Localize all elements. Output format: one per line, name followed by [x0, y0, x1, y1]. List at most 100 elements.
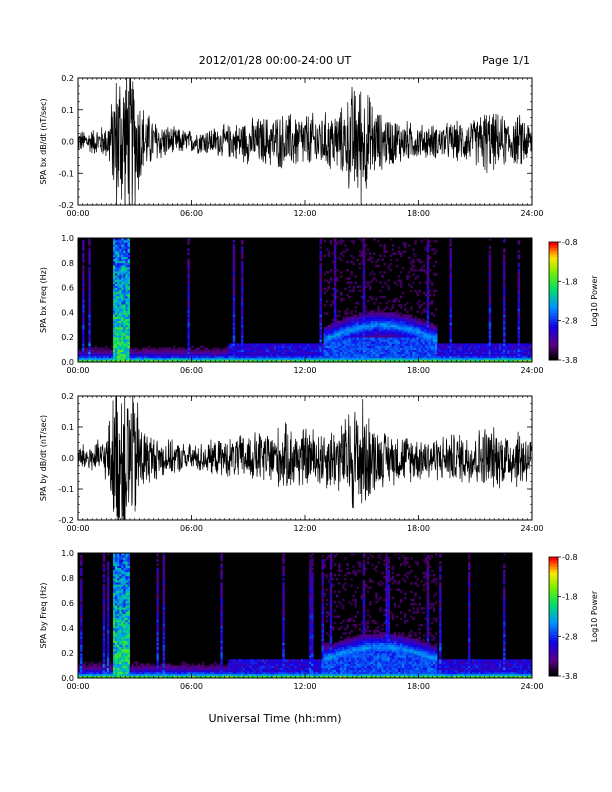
spectrogram-cell [426, 285, 430, 288]
spectrogram-cell [362, 345, 366, 348]
spectrogram-cell [395, 333, 399, 336]
spectrogram-cell [187, 359, 190, 363]
spectrogram-cell [414, 343, 417, 346]
spectrogram-cell [123, 607, 126, 610]
spectrogram-cell [296, 345, 300, 348]
spectrogram-cell [311, 357, 314, 361]
spectrogram-cell [238, 343, 242, 346]
spectrogram-cell [80, 665, 83, 668]
spectrogram-cell [319, 349, 322, 353]
spectrogram-cell [146, 671, 149, 675]
spectrogram-cell [187, 337, 190, 340]
spectrogram-cell [125, 659, 128, 662]
spectrogram-cell [257, 351, 260, 355]
spectrogram-cell [125, 266, 128, 270]
spectrogram-cell [117, 328, 120, 332]
colorbar-segment [549, 298, 558, 302]
spectrogram-cell [517, 322, 521, 326]
spectrogram-cell [507, 345, 510, 348]
colorbar-segment [549, 286, 558, 290]
spectrogram-cell [115, 331, 118, 334]
spectrogram-cell [125, 337, 128, 340]
spectrogram-cell [241, 357, 244, 361]
colorbar-frame [548, 241, 559, 361]
spectrogram-cell [121, 260, 124, 264]
spectrogram-cell [356, 331, 360, 334]
spectrogram-cell [319, 238, 322, 241]
spectrogram-cell [241, 291, 244, 295]
spectrogram-cell [187, 306, 190, 309]
spectrogram-cell [195, 349, 199, 353]
spectrogram-cell [121, 598, 124, 602]
spectrogram-cell [348, 353, 351, 357]
spectrogram-cell [123, 335, 126, 338]
spectrogram-cell [121, 582, 124, 585]
spectrogram-cell [88, 310, 91, 313]
spectrogram-cell [144, 671, 147, 675]
spectrogram-cell [389, 355, 393, 359]
spectrogram-cell [100, 663, 104, 666]
spectrogram-cell [238, 355, 242, 359]
spectrogram-cell [311, 351, 314, 355]
spectrogram-cell [119, 293, 122, 297]
spectrogram-cell [472, 347, 475, 350]
spectrogram-cell [86, 669, 89, 673]
spectrogram-cell [123, 275, 126, 278]
spectrogram-cell [379, 324, 382, 328]
spectrogram-cell [418, 343, 421, 346]
spectrogram-cell [391, 339, 395, 342]
spectrogram-cell [414, 316, 417, 319]
spectrogram-cell [395, 324, 399, 328]
spectrogram-cell [302, 353, 306, 357]
spectrogram-cell [426, 331, 430, 334]
spectrogram-cell [377, 322, 380, 326]
spectrogram-cell [119, 669, 122, 673]
spectrogram-cell [241, 271, 244, 274]
spectrogram-cell [360, 324, 364, 328]
spectrogram-cell [366, 335, 370, 338]
spectrogram-cell [426, 345, 430, 348]
spectrogram-cell [119, 628, 122, 631]
spectrogram-cell [496, 345, 500, 348]
spectrogram-cell [340, 333, 343, 336]
spectrogram-cell [517, 320, 521, 324]
spectrogram-cell [449, 295, 452, 299]
spectrogram-cell [319, 269, 322, 272]
spectrogram-cell [127, 650, 130, 654]
spectrogram-cell [172, 347, 176, 350]
spectrogram-cell [354, 310, 357, 313]
spectrogram-cell [263, 349, 267, 353]
spectrogram-cell [449, 316, 452, 319]
spectrogram-cell [422, 347, 426, 350]
spectrogram-cell [123, 347, 126, 350]
spectrogram-cell [371, 347, 374, 350]
spectrogram-cell [133, 349, 137, 353]
spectrogram-cell [232, 343, 236, 346]
spectrogram-cell [375, 320, 378, 324]
spectrogram-cell [125, 240, 128, 243]
spectrogram-cell [356, 258, 360, 262]
spectrogram-cell [113, 238, 116, 241]
spectrogram-cell [156, 582, 159, 585]
spectrogram-cell [177, 355, 180, 359]
spectrogram-cell [162, 598, 166, 602]
spectrogram-cell [428, 322, 432, 326]
spectrogram-cell [300, 351, 304, 355]
spectrogram-cell [88, 673, 91, 677]
spectrogram-cell [197, 357, 201, 361]
spectrogram-cell [160, 667, 164, 671]
spectrogram-cell [232, 285, 236, 288]
spectrogram-cell [470, 359, 473, 363]
spectrogram-cell [358, 318, 362, 322]
spectrogram-cell [274, 351, 277, 355]
spectrogram-cell [373, 302, 376, 305]
spectrogram-cell [115, 615, 118, 618]
spectrogram-cell [325, 341, 329, 344]
spectrogram-cell [371, 322, 374, 326]
spectrogram-cell [117, 559, 120, 562]
spectrogram-cell [168, 353, 172, 357]
spectrogram-cell [125, 238, 128, 241]
x-tick-label: 12:00 [293, 366, 316, 375]
spectrogram-cell [371, 326, 374, 330]
spectrogram-cell [395, 310, 399, 313]
